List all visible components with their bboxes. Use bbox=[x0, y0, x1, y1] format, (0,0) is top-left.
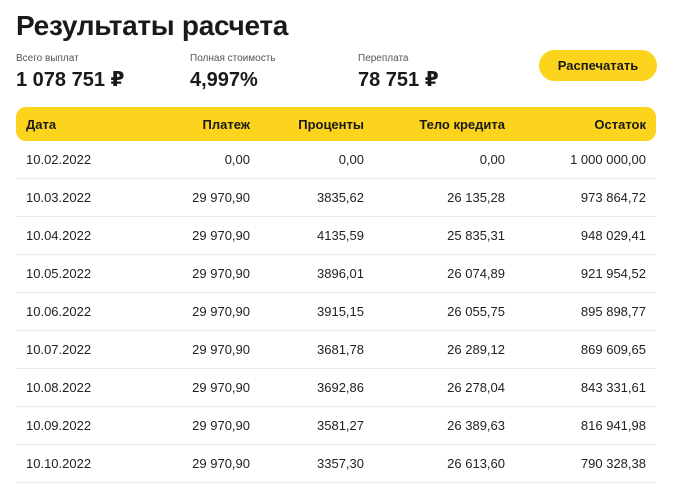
cell-payment: 29 970,90 bbox=[144, 178, 260, 217]
cell-date: 10.02.2022 bbox=[16, 141, 144, 179]
table-row: 10.07.2022 29 970,90 3681,78 26 289,12 869 6… bbox=[16, 330, 656, 369]
page-title: Результаты расчета bbox=[16, 10, 289, 41]
overpayment-label: Переплата bbox=[358, 53, 409, 64]
column-header-principal: Тело кредита bbox=[419, 116, 505, 132]
cell-date: 10.09.2022 bbox=[16, 406, 144, 445]
total-payments-value: 1 078 751 ₽ bbox=[16, 69, 125, 91]
table-row: 10.09.2022 29 970,90 3581,27 26 389,63 816 9… bbox=[16, 406, 656, 445]
cell-payment: 29 970,90 bbox=[144, 444, 260, 483]
cell-balance: 843 331,61 bbox=[515, 368, 656, 407]
table-row: 10.03.2022 29 970,90 3835,62 26 135,28 973 8… bbox=[16, 178, 656, 217]
cell-principal: 26 055,75 bbox=[374, 292, 515, 331]
cell-principal: 26 389,63 bbox=[374, 406, 515, 445]
cell-date: 10.10.2022 bbox=[16, 444, 144, 483]
cell-principal: 0,00 bbox=[374, 141, 515, 179]
table-row: 10.04.2022 29 970,90 4135,59 25 835,31 948 0… bbox=[16, 216, 656, 255]
cell-interest: 3581,27 bbox=[260, 406, 374, 445]
cell-principal: 26 074,89 bbox=[374, 254, 515, 293]
column-header-date: Дата bbox=[26, 116, 57, 132]
cell-interest: 3357,30 bbox=[260, 444, 374, 483]
cell-date: 10.08.2022 bbox=[16, 368, 144, 407]
print-button[interactable]: Распечатать bbox=[539, 50, 657, 81]
cell-interest: 3915,15 bbox=[260, 292, 374, 331]
cell-principal: 25 835,31 bbox=[374, 216, 515, 255]
cell-principal: 26 278,04 bbox=[374, 368, 515, 407]
cell-balance: 948 029,41 bbox=[515, 216, 656, 255]
cell-payment: 0,00 bbox=[144, 141, 260, 179]
cell-principal: 26 613,60 bbox=[374, 444, 515, 483]
cell-interest: 3835,62 bbox=[260, 178, 374, 217]
total-payments-stat: Всего выплат 1 078 751 ₽ bbox=[16, 52, 124, 93]
cell-payment: 29 970,90 bbox=[144, 292, 260, 331]
column-header-balance: Остаток bbox=[594, 116, 646, 132]
cell-payment: 29 970,90 bbox=[144, 254, 260, 293]
cell-principal: 26 289,12 bbox=[374, 330, 515, 369]
total-payments-label: Всего выплат bbox=[16, 53, 79, 64]
cell-balance: 816 941,98 bbox=[515, 406, 656, 445]
full-cost-stat: Полная стоимость 4,997% bbox=[190, 52, 275, 93]
full-cost-label: Полная стоимость bbox=[190, 53, 276, 64]
cell-interest: 4135,59 bbox=[260, 216, 374, 255]
table-row: 10.02.2022 0,00 0,00 0,00 1 000 000,00 bbox=[16, 141, 656, 179]
cell-date: 10.04.2022 bbox=[16, 216, 144, 255]
table-header-row: Дата Платеж Проценты Тело кредита Остато… bbox=[16, 107, 656, 141]
cell-payment: 29 970,90 bbox=[144, 330, 260, 369]
cell-payment: 29 970,90 bbox=[144, 216, 260, 255]
cell-payment: 29 970,90 bbox=[144, 406, 260, 445]
table-row: 10.08.2022 29 970,90 3692,86 26 278,04 843 3… bbox=[16, 368, 656, 407]
cell-date: 10.03.2022 bbox=[16, 178, 144, 217]
table-row: 10.06.2022 29 970,90 3915,15 26 055,75 895 8… bbox=[16, 292, 656, 331]
cell-balance: 921 954,52 bbox=[515, 254, 656, 293]
column-header-payment: Платеж bbox=[202, 116, 250, 132]
cell-principal: 26 135,28 bbox=[374, 178, 515, 217]
cell-payment: 29 970,90 bbox=[144, 368, 260, 407]
cell-interest: 0,00 bbox=[260, 141, 374, 179]
cell-balance: 1 000 000,00 bbox=[515, 141, 656, 179]
overpayment-value: 78 751 ₽ bbox=[358, 69, 439, 91]
table-row: 10.10.2022 29 970,90 3357,30 26 613,60 790 3… bbox=[16, 444, 656, 483]
cell-balance: 895 898,77 bbox=[515, 292, 656, 331]
cell-interest: 3896,01 bbox=[260, 254, 374, 293]
full-cost-value: 4,997% bbox=[190, 69, 258, 91]
table-body: 10.02.2022 0,00 0,00 0,00 1 000 000,00 10.03.… bbox=[16, 141, 656, 483]
cell-balance: 973 864,72 bbox=[515, 178, 656, 217]
cell-date: 10.06.2022 bbox=[16, 292, 144, 331]
column-header-interest: Проценты bbox=[298, 116, 364, 132]
cell-date: 10.07.2022 bbox=[16, 330, 144, 369]
overpayment-stat: Переплата 78 751 ₽ bbox=[358, 52, 439, 93]
cell-interest: 3692,86 bbox=[260, 368, 374, 407]
cell-interest: 3681,78 bbox=[260, 330, 374, 369]
table-row: 10.05.2022 29 970,90 3896,01 26 074,89 921 9… bbox=[16, 254, 656, 293]
cell-balance: 790 328,38 bbox=[515, 444, 656, 483]
payment-schedule-table: Дата Платеж Проценты Тело кредита Остато… bbox=[16, 107, 656, 483]
cell-balance: 869 609,65 bbox=[515, 330, 656, 369]
cell-date: 10.05.2022 bbox=[16, 254, 144, 293]
